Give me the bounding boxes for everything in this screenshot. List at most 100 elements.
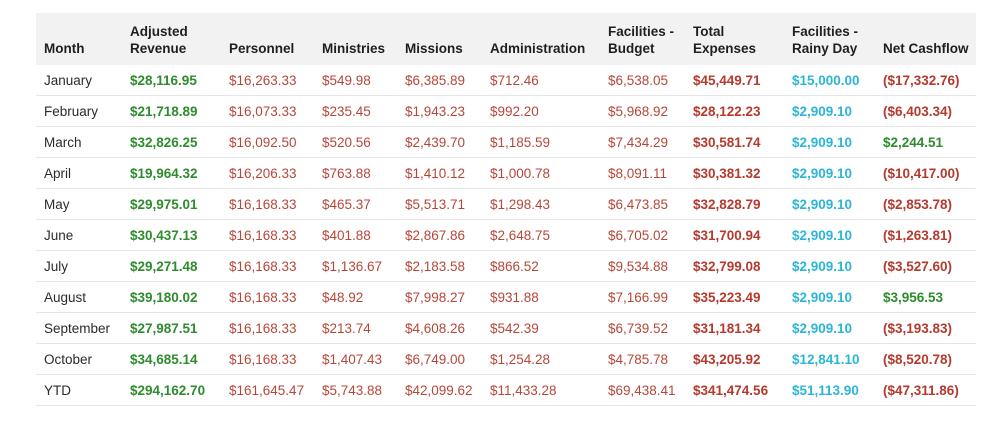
table-row: July $29,271.48 $16,168.33 $1,136.67 $2,183.… [36,250,976,282]
administration-cell: $712.46 [482,65,600,96]
column-header-missions[interactable]: Missions [397,13,482,65]
adjusted-revenue-cell: $39,180.02 [122,281,221,313]
personnel-cell: $16,206.33 [221,157,314,189]
total-expenses-cell: $31,700.94 [685,219,784,251]
adjusted-revenue-cell: $294,162.70 [122,374,221,406]
adjusted-revenue-cell: $29,975.01 [122,188,221,220]
missions-cell: $4,608.26 [397,312,482,344]
personnel-cell: $16,168.33 [221,219,314,251]
month-cell: October [36,343,122,375]
adjusted-revenue-cell: $27,987.51 [122,312,221,344]
adjusted-revenue-cell: $19,964.32 [122,157,221,189]
facilities-budget-cell: $7,166.99 [600,281,685,313]
missions-cell: $6,385.89 [397,65,482,96]
facilities-rainy-day-cell: $2,909.10 [784,95,875,127]
facilities-rainy-day-cell: $51,113.90 [784,374,875,406]
ministries-cell: $1,136.67 [314,250,397,282]
facilities-budget-cell: $4,785.78 [600,343,685,375]
adjusted-revenue-cell: $30,437.13 [122,219,221,251]
net-cashflow-cell: ($8,520.78) [875,343,976,375]
net-cashflow-cell: $2,244.51 [875,126,976,158]
adjusted-revenue-cell: $32,826.25 [122,126,221,158]
month-cell: April [36,157,122,189]
table-row: April $19,964.32 $16,206.33 $763.88 $1,410.1… [36,157,976,189]
net-cashflow-cell: ($3,193.83) [875,312,976,344]
total-expenses-cell: $32,799.08 [685,250,784,282]
missions-cell: $6,749.00 [397,343,482,375]
personnel-cell: $161,645.47 [221,374,314,406]
net-cashflow-cell: $3,956.53 [875,281,976,313]
missions-cell: $1,943.23 [397,95,482,127]
ministries-cell: $213.74 [314,312,397,344]
ministries-cell: $1,407.43 [314,343,397,375]
column-header-ministries[interactable]: Ministries [314,13,397,65]
facilities-budget-cell: $7,434.29 [600,126,685,158]
personnel-cell: $16,168.33 [221,281,314,313]
table-row: September $27,987.51 $16,168.33 $213.74 $4,6… [36,312,976,344]
facilities-budget-cell: $69,438.41 [600,374,685,406]
ministries-cell: $5,743.88 [314,374,397,406]
adjusted-revenue-cell: $28,116.95 [122,65,221,96]
facilities-rainy-day-cell: $2,909.10 [784,312,875,344]
total-expenses-cell: $30,381.32 [685,157,784,189]
table-row: June $30,437.13 $16,168.33 $401.88 $2,867.86… [36,219,976,251]
column-header-personnel[interactable]: Personnel [221,13,314,65]
net-cashflow-cell: ($6,403.34) [875,95,976,127]
facilities-budget-cell: $6,705.02 [600,219,685,251]
column-header-total-expenses[interactable]: Total Expenses [685,13,784,65]
personnel-cell: $16,168.33 [221,343,314,375]
net-cashflow-cell: ($2,853.78) [875,188,976,220]
facilities-rainy-day-cell: $15,000.00 [784,65,875,96]
administration-cell: $1,254.28 [482,343,600,375]
month-cell: February [36,95,122,127]
column-header-net-cashflow[interactable]: Net Cashflow [875,13,976,65]
total-expenses-cell: $341,474.56 [685,374,784,406]
administration-cell: $866.52 [482,250,600,282]
table-row: October $34,685.14 $16,168.33 $1,407.43 $6,7… [36,343,976,375]
facilities-budget-cell: $6,538.05 [600,65,685,96]
administration-cell: $542.39 [482,312,600,344]
total-expenses-cell: $45,449.71 [685,65,784,96]
total-expenses-cell: $35,223.49 [685,281,784,313]
column-header-facilities-budget[interactable]: Facilities - Budget [600,13,685,65]
table-row: August $39,180.02 $16,168.33 $48.92 $7,998.2… [36,281,976,313]
column-header-month[interactable]: Month [36,13,122,65]
ministries-cell: $549.98 [314,65,397,96]
net-cashflow-cell: ($10,417.00) [875,157,976,189]
adjusted-revenue-cell: $21,718.89 [122,95,221,127]
facilities-rainy-day-cell: $2,909.10 [784,250,875,282]
ministries-cell: $763.88 [314,157,397,189]
facilities-budget-cell: $6,739.52 [600,312,685,344]
month-cell: June [36,219,122,251]
column-header-adjusted-revenue[interactable]: Adjusted Revenue [122,13,221,65]
total-expenses-cell: $43,205.92 [685,343,784,375]
personnel-cell: $16,168.33 [221,188,314,220]
ministries-cell: $235.45 [314,95,397,127]
table-row: March $32,826.25 $16,092.50 $520.56 $2,439.7… [36,126,976,158]
facilities-budget-cell: $9,534.88 [600,250,685,282]
administration-cell: $11,433.28 [482,374,600,406]
ministries-cell: $520.56 [314,126,397,158]
net-cashflow-cell: ($1,263.81) [875,219,976,251]
missions-cell: $2,183.58 [397,250,482,282]
administration-cell: $2,648.75 [482,219,600,251]
net-cashflow-cell: ($47,311.86) [875,374,976,406]
facilities-rainy-day-cell: $2,909.10 [784,157,875,189]
administration-cell: $992.20 [482,95,600,127]
table-row: May $29,975.01 $16,168.33 $465.37 $5,513.71 $… [36,188,976,220]
month-cell: July [36,250,122,282]
month-cell: YTD [36,374,122,406]
facilities-rainy-day-cell: $2,909.10 [784,126,875,158]
missions-cell: $1,410.12 [397,157,482,189]
ytd-row: YTD $294,162.70 $161,645.47 $5,743.88 $42,09… [36,374,976,406]
missions-cell: $2,867.86 [397,219,482,251]
net-cashflow-cell: ($3,527.60) [875,250,976,282]
missions-cell: $7,998.27 [397,281,482,313]
adjusted-revenue-cell: $34,685.14 [122,343,221,375]
facilities-budget-cell: $8,091.11 [600,157,685,189]
ministries-cell: $48.92 [314,281,397,313]
column-header-administration[interactable]: Administration [482,13,600,65]
column-header-facilities-rainy-day[interactable]: Facilities - Rainy Day [784,13,875,65]
facilities-budget-cell: $5,968.92 [600,95,685,127]
total-expenses-cell: $28,122.23 [685,95,784,127]
